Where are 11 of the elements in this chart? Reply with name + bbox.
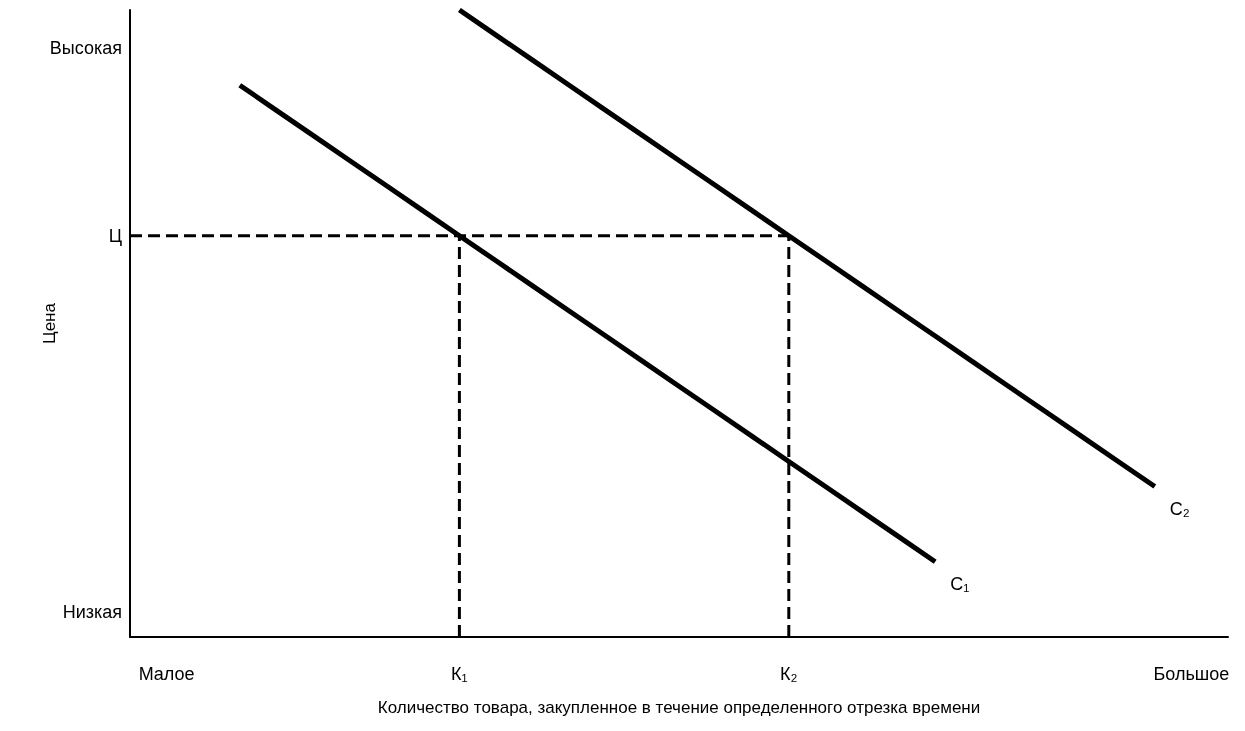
text: Низкая: [62, 601, 122, 622]
x-tick-label: Большое: [1153, 664, 1230, 684]
x-tick-label: К₁: [451, 664, 468, 684]
text: Высокая: [49, 37, 122, 58]
y-axis-title: Цена: [40, 302, 59, 344]
series-label: С₁: [950, 573, 970, 594]
x-tick-label: К₂: [780, 664, 798, 684]
x-tick-label: Малое: [138, 664, 195, 684]
series-label: С₂: [1169, 498, 1190, 519]
x-axis-title: Количество товара, закупленное в течение определенного отрезка времени: [377, 698, 981, 717]
text: Ц: [108, 225, 122, 246]
